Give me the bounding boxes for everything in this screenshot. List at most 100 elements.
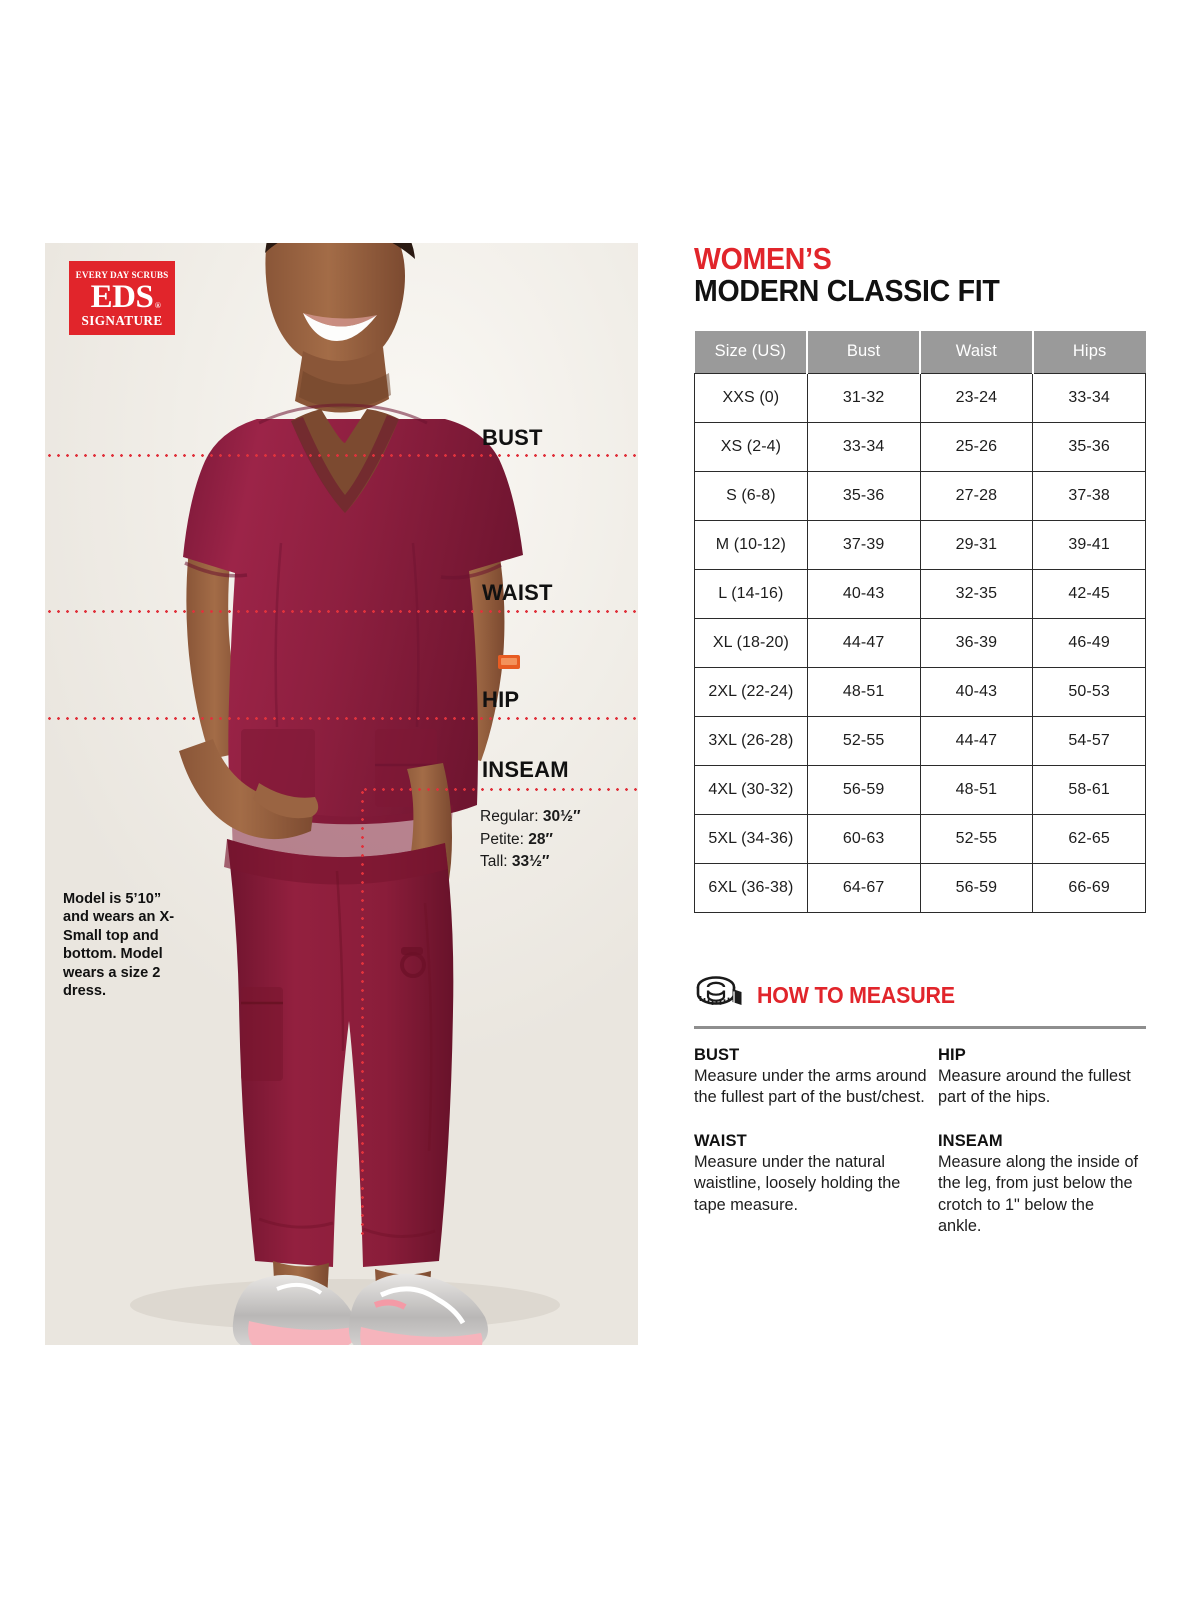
cell-waist: 23-24 [919, 372, 1034, 423]
table-row: S (6-8) 35-36 27-28 37-38 [694, 470, 1146, 521]
measure-block-inseam: INSEAM Measure along the inside of the l… [938, 1132, 1146, 1238]
table-row: XS (2-4) 33-34 25-26 35-36 [694, 421, 1146, 472]
model-figure [45, 243, 638, 1345]
cell-waist: 36-39 [919, 617, 1034, 668]
cell-bust: 40-43 [806, 568, 921, 619]
inseam-regular: Regular: 30½″ [480, 806, 581, 829]
waist-guide-line [45, 610, 638, 613]
cell-waist: 29-31 [919, 519, 1034, 570]
logo-wordmark: EDS ® [90, 278, 161, 315]
cell-hips: 66-69 [1032, 862, 1146, 913]
measure-waist-title: WAIST [694, 1131, 747, 1150]
bust-label: BUST [482, 425, 543, 450]
section-divider [694, 1025, 1146, 1029]
title-line-fit: MODERN CLASSIC FIT [694, 273, 1000, 309]
table-row: XXS (0) 31-32 23-24 33-34 [694, 372, 1146, 423]
cell-hips: 58-61 [1032, 764, 1146, 815]
inseam-length-list: Regular: 30½″ Petite: 28″ Tall: 33½″ [480, 806, 581, 874]
logo-tagline: EVERY DAY SCRUBS [75, 269, 169, 280]
cell-bust: 35-36 [806, 470, 921, 521]
measure-block-bust: BUST Measure under the arms around the f… [694, 1046, 938, 1109]
cell-hips: 37-38 [1032, 470, 1146, 521]
cell-size: 2XL (22-24) [694, 666, 808, 717]
cell-size: XS (2-4) [694, 421, 808, 472]
inseam-tall-label: Tall: [480, 853, 508, 871]
cell-waist: 44-47 [919, 715, 1034, 766]
cell-bust: 44-47 [806, 617, 921, 668]
measure-block-hip: HIP Measure around the fullest part of t… [938, 1046, 1146, 1109]
inseam-regular-value: 30½″ [542, 808, 581, 825]
inseam-regular-label: Regular: [480, 808, 539, 825]
cell-bust: 37-39 [806, 519, 921, 570]
how-to-measure-header: HOW TO MEASURE [694, 975, 1146, 1015]
measure-inseam-title: INSEAM [938, 1131, 1003, 1150]
page-title: WOMEN’S MODERN CLASSIC FIT [694, 241, 1146, 309]
table-row: 4XL (30-32) 56-59 48-51 58-61 [694, 764, 1146, 815]
table-row: M (10-12) 37-39 29-31 39-41 [694, 519, 1146, 570]
cell-bust: 52-55 [806, 715, 921, 766]
measure-bust-text: Measure under the arms around the fulles… [694, 1066, 927, 1107]
model-note: Model is 5’10” and wears an X-Small top … [63, 891, 175, 999]
cell-bust: 48-51 [806, 666, 921, 717]
table-row: 2XL (22-24) 48-51 40-43 50-53 [694, 666, 1146, 717]
cell-size: XL (18-20) [694, 617, 808, 668]
cell-hips: 42-45 [1032, 568, 1146, 619]
bust-guide-line [45, 454, 638, 457]
col-bust: Bust [807, 331, 921, 374]
inseam-tall-value: 33½″ [511, 853, 550, 871]
cell-size: 5XL (34-36) [694, 813, 808, 864]
measure-bust-title: BUST [694, 1045, 740, 1064]
cell-hips: 46-49 [1032, 617, 1146, 668]
measure-inseam-text: Measure along the inside of the leg, fro… [938, 1152, 1139, 1236]
measure-hip-text: Measure around the fullest part of the h… [938, 1066, 1131, 1107]
cell-hips: 33-34 [1032, 372, 1146, 423]
size-info-column: WOMEN’S MODERN CLASSIC FIT Size (US) Bus… [694, 241, 1146, 1261]
size-table-body: XXS (0) 31-32 23-24 33-34 XS (2-4) 33-34 25-2… [694, 372, 1146, 913]
eds-signature-logo: EVERY DAY SCRUBS EDS ® SIGNATURE [69, 261, 175, 335]
measure-hip-title: HIP [938, 1045, 966, 1064]
cell-waist: 48-51 [919, 764, 1034, 815]
inseam-petite-label: Petite: [480, 830, 524, 848]
model-photo-panel: EVERY DAY SCRUBS EDS ® SIGNATURE BUST WAI… [45, 243, 638, 1345]
col-hips: Hips [1032, 331, 1146, 374]
cell-bust: 60-63 [806, 813, 921, 864]
tape-measure-icon [694, 975, 746, 1015]
table-row: L (14-16) 40-43 32-35 42-45 [694, 568, 1146, 619]
hip-guide-line [45, 717, 638, 720]
table-row: 5XL (34-36) 60-63 52-55 62-65 [694, 813, 1146, 864]
cell-size: 4XL (30-32) [694, 764, 808, 815]
cell-waist: 32-35 [919, 568, 1034, 619]
title-line-womens: WOMEN’S [694, 241, 832, 276]
table-row: 6XL (36-38) 64-67 56-59 66-69 [694, 862, 1146, 913]
cell-hips: 62-65 [1032, 813, 1146, 864]
cell-waist: 40-43 [919, 666, 1034, 717]
model-illustration [130, 243, 560, 1345]
measure-block-waist: WAIST Measure under the natural waistlin… [694, 1132, 938, 1238]
inseam-tall: Tall: 33½″ [480, 851, 581, 874]
inseam-guide-line [361, 788, 638, 791]
hip-label: HIP [482, 687, 520, 712]
cell-hips: 39-41 [1032, 519, 1146, 570]
cell-hips: 54-57 [1032, 715, 1146, 766]
cell-size: M (10-12) [694, 519, 808, 570]
cell-bust: 33-34 [806, 421, 921, 472]
waist-label: WAIST [482, 580, 553, 605]
measure-instructions-grid: BUST Measure under the arms around the f… [694, 1046, 1146, 1261]
inseam-vertical-line [361, 788, 364, 1238]
cell-size: 6XL (36-38) [694, 862, 808, 913]
measure-waist-text: Measure under the natural waistline, loo… [694, 1152, 901, 1214]
cell-hips: 50-53 [1032, 666, 1146, 717]
logo-subtitle: SIGNATURE [81, 313, 163, 329]
inseam-petite: Petite: 28″ [480, 829, 581, 852]
table-row: 3XL (26-28) 52-55 44-47 54-57 [694, 715, 1146, 766]
cell-bust: 56-59 [806, 764, 921, 815]
cell-waist: 27-28 [919, 470, 1034, 521]
cell-size: S (6-8) [694, 470, 808, 521]
cell-bust: 64-67 [806, 862, 921, 913]
cell-size: L (14-16) [694, 568, 808, 619]
cell-size: XXS (0) [694, 372, 808, 423]
cell-hips: 35-36 [1032, 421, 1146, 472]
table-row: XL (18-20) 44-47 36-39 46-49 [694, 617, 1146, 668]
inseam-label: INSEAM [482, 757, 569, 782]
